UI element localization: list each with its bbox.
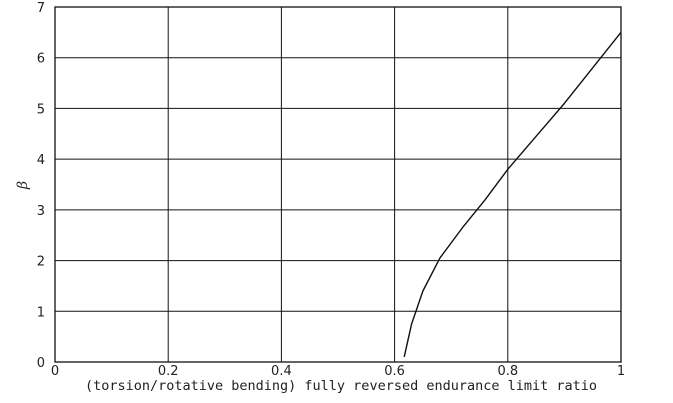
x-tick-label: 1	[617, 364, 625, 379]
x-tick-label: 0.6	[384, 364, 405, 379]
y-tick-label: 5	[37, 102, 45, 117]
y-tick-label: 4	[37, 153, 45, 168]
x-tick-label: 0.2	[158, 364, 179, 379]
y-tick-label: 7	[37, 1, 45, 16]
y-tick-label: 0	[37, 356, 45, 371]
y-tick-label: 3	[37, 204, 45, 219]
x-tick-label: 0.4	[271, 364, 292, 379]
y-tick-label: 1	[37, 305, 45, 320]
x-tick-label: 0.8	[497, 364, 518, 379]
series-group	[403, 31, 622, 358]
y-tick-label: 2	[37, 255, 45, 270]
y-tick-label: 6	[37, 52, 45, 67]
tick-labels: 0 0.2 0.4 0.6 0.8 1 0 1 2 3 4 5 6 7	[37, 1, 625, 379]
series-line	[403, 31, 622, 358]
x-tick-label: 0	[51, 364, 59, 379]
plot-frame	[54, 6, 622, 363]
y-axis-label: β	[15, 181, 31, 190]
x-axis-label: (torsion/rotative bending) fully reverse…	[85, 378, 597, 394]
grid	[54, 6, 622, 363]
